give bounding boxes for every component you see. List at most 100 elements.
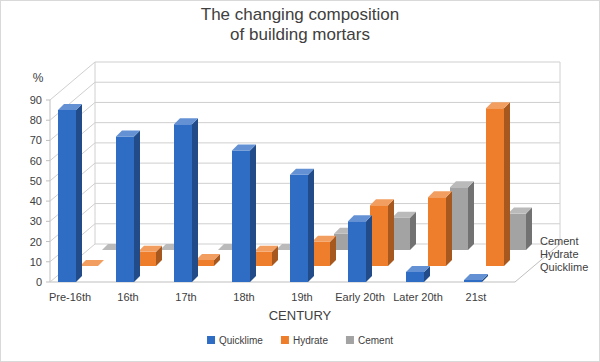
bar: [138, 246, 162, 266]
y-tick: [46, 261, 50, 262]
bar-side: [526, 208, 532, 250]
y-tick: [46, 241, 50, 242]
bar-side: [410, 212, 416, 250]
bar-side: [134, 130, 140, 282]
bar-front: [486, 108, 504, 266]
title-line: The changing composition: [201, 5, 399, 24]
y-tick-label: 30: [30, 215, 42, 227]
x-tick-label: Pre-16th: [49, 291, 91, 303]
bar-top: [232, 145, 256, 151]
legend-label: Quicklime: [219, 335, 263, 346]
bar: [392, 212, 416, 250]
legend-label: Hydrate: [293, 335, 328, 346]
bar-side: [388, 199, 394, 266]
x-axis-label: CENTURY: [269, 308, 332, 323]
title-line: of building mortars: [230, 25, 370, 44]
bar-side: [366, 215, 372, 282]
bar-front: [392, 218, 410, 250]
bar-side: [468, 181, 474, 250]
y-tick-label: 90: [30, 94, 42, 106]
bar-side: [308, 169, 314, 282]
x-tick-label: 16th: [117, 291, 138, 303]
bar-top: [312, 236, 336, 242]
bar-top: [450, 181, 474, 187]
y-tick-label: 60: [30, 155, 42, 167]
legend-swatch: [207, 336, 215, 344]
bars: [58, 102, 532, 282]
bar: [428, 191, 452, 266]
bar: [450, 181, 474, 250]
bar-side: [504, 102, 510, 266]
depth-label: Hydrate: [540, 248, 579, 260]
bar-top: [486, 102, 510, 108]
bar-side: [76, 104, 82, 282]
y-tick-label: 70: [30, 134, 42, 146]
bar: [80, 260, 104, 266]
bar-front: [254, 252, 272, 266]
bar: [312, 236, 336, 266]
bar-front: [232, 151, 250, 282]
bar: [196, 254, 220, 266]
y-tick-label: 10: [30, 256, 42, 268]
bar-top: [464, 274, 488, 280]
grid-line: [50, 82, 560, 120]
bar-top: [116, 130, 140, 136]
y-tick: [46, 140, 50, 141]
x-tick-label: 17th: [175, 291, 196, 303]
bar-top: [80, 260, 104, 266]
chart: The changing compositionof building mort…: [0, 0, 600, 362]
y-tick-label: 0: [36, 276, 42, 288]
bar: [508, 208, 532, 250]
bar-top: [392, 212, 416, 218]
bar-side: [192, 118, 198, 282]
bar: [464, 274, 488, 282]
y-tick-label: 20: [30, 236, 42, 248]
bar-front: [312, 242, 330, 266]
bar-front: [406, 272, 424, 282]
bar-front: [450, 187, 468, 250]
bar: [232, 145, 256, 282]
x-tick-label: 18th: [233, 291, 254, 303]
y-tick: [46, 201, 50, 202]
x-tick-label: 19th: [291, 291, 312, 303]
bar: [58, 104, 82, 282]
x-tick-label: 21st: [466, 291, 487, 303]
y-tick: [46, 282, 50, 283]
bar-front: [370, 205, 388, 266]
y-tick: [46, 221, 50, 222]
legend-swatch: [346, 336, 354, 344]
grid-line: [50, 102, 560, 140]
bar-top: [508, 208, 532, 214]
bar-front: [58, 110, 76, 282]
y-axis-label: %: [33, 71, 44, 85]
y-tick: [46, 160, 50, 161]
x-tick-label: Later 20th: [393, 291, 443, 303]
bar: [116, 130, 140, 282]
bar-front: [290, 175, 308, 282]
bar-top: [370, 199, 394, 205]
bar-top: [406, 266, 430, 272]
depth-label: Cement: [540, 235, 579, 247]
title: The changing compositionof building mort…: [201, 5, 399, 44]
back-wall-edge: [95, 62, 96, 244]
bar-top: [58, 104, 82, 110]
legend-swatch: [281, 336, 289, 344]
bar-top: [138, 246, 162, 252]
bar-top: [174, 118, 198, 124]
bar-side: [250, 145, 256, 282]
y-tick-label: 40: [30, 195, 42, 207]
grid: [46, 62, 560, 282]
legend-label: Cement: [358, 335, 393, 346]
bar: [370, 199, 394, 266]
y-tick: [46, 100, 50, 101]
legend: Quicklime Hydrate Cement: [207, 335, 393, 346]
bar-front: [116, 136, 134, 282]
bar: [348, 215, 372, 282]
frame: [1, 1, 600, 362]
bar-front: [174, 124, 192, 282]
x-tick-label: Early 20th: [335, 291, 385, 303]
bar: [486, 102, 510, 266]
grid-line: [50, 62, 560, 100]
bar: [174, 118, 198, 282]
depth-label: Quicklime: [540, 261, 588, 273]
